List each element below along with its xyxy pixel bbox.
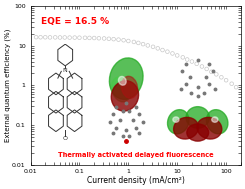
Point <box>97 37 101 40</box>
Text: EQE = 16.5 %: EQE = 16.5 % <box>41 17 109 26</box>
Point <box>112 38 116 41</box>
X-axis label: Current density (mA/cm²): Current density (mA/cm²) <box>87 176 185 185</box>
Point <box>126 40 130 43</box>
Point <box>102 37 106 40</box>
Point <box>234 86 238 89</box>
Point <box>73 36 77 39</box>
Point <box>151 45 155 48</box>
Point <box>195 62 199 65</box>
Point <box>181 56 185 59</box>
Point <box>141 43 145 46</box>
Point <box>165 50 169 53</box>
Y-axis label: External quantum efficiency (%): External quantum efficiency (%) <box>4 29 11 142</box>
Point <box>230 82 234 85</box>
Point <box>87 36 91 40</box>
Point <box>58 36 62 39</box>
Point <box>68 36 72 39</box>
Point <box>117 38 121 41</box>
Point <box>92 36 96 40</box>
Point <box>209 70 213 73</box>
Point <box>185 58 189 61</box>
Point <box>175 54 179 57</box>
Point <box>224 79 228 82</box>
Point <box>136 41 140 44</box>
Point <box>146 44 150 47</box>
Point <box>43 36 47 39</box>
Point <box>190 60 194 63</box>
Point <box>122 39 125 42</box>
Point <box>132 40 136 43</box>
Point <box>38 36 42 39</box>
Point <box>160 49 164 52</box>
Point <box>171 52 174 55</box>
Point <box>200 65 204 68</box>
Point <box>63 36 67 39</box>
Point <box>220 76 223 79</box>
Point <box>205 67 209 70</box>
Point <box>34 36 38 39</box>
Point <box>53 36 57 39</box>
Text: Thermally activated delayed fluorescence: Thermally activated delayed fluorescence <box>58 152 213 158</box>
Point <box>83 36 87 39</box>
Point <box>77 36 81 39</box>
Point <box>48 36 52 39</box>
Point <box>156 47 160 50</box>
Point <box>107 37 111 40</box>
Point <box>214 73 218 76</box>
